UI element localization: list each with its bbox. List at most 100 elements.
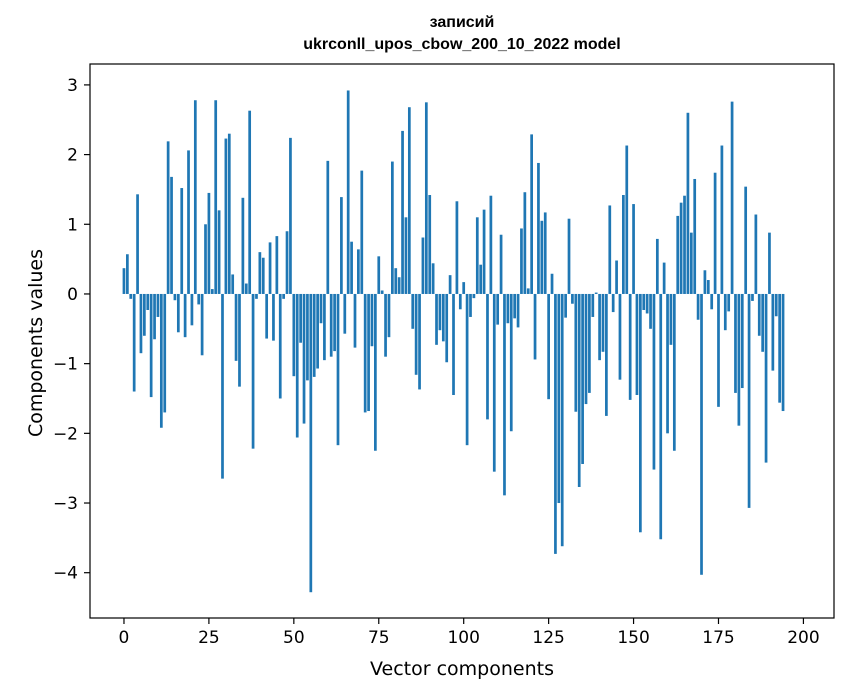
- bar: [703, 270, 707, 294]
- bar: [295, 293, 299, 438]
- bar: [326, 160, 330, 294]
- bar: [455, 201, 459, 294]
- bar: [655, 238, 659, 294]
- bar: [537, 162, 540, 294]
- bar: [163, 293, 167, 413]
- bar: [622, 195, 625, 294]
- bar: [227, 133, 231, 294]
- bar: [496, 293, 500, 325]
- bar: [336, 293, 340, 446]
- bar: [472, 293, 476, 299]
- bar: [723, 293, 727, 331]
- bar: [431, 263, 435, 294]
- bar: [302, 293, 306, 424]
- bar: [357, 249, 360, 294]
- bar: [238, 293, 241, 387]
- bar: [312, 293, 316, 377]
- bar: [581, 293, 584, 464]
- bar: [486, 293, 489, 420]
- bar: [720, 145, 724, 294]
- bar: [475, 217, 479, 294]
- x-tick-label: 0: [119, 628, 130, 648]
- plot-frame: [89, 63, 835, 619]
- bar: [591, 293, 595, 317]
- bar: [526, 288, 530, 294]
- x-tick-label: 200: [787, 628, 819, 648]
- bar: [584, 293, 588, 405]
- bar: [567, 218, 571, 294]
- bar: [547, 293, 550, 400]
- bar: [136, 194, 139, 294]
- bar: [180, 188, 184, 294]
- bar: [190, 293, 194, 326]
- bar: [360, 170, 364, 294]
- x-tick-label: 75: [368, 628, 390, 648]
- bar: [771, 293, 775, 371]
- y-tick-label: −3: [53, 494, 78, 514]
- bar: [268, 242, 272, 294]
- bar: [737, 293, 741, 426]
- bar: [744, 186, 748, 294]
- bar: [424, 102, 428, 294]
- y-tick-label: −4: [53, 564, 78, 584]
- bar: [397, 277, 401, 294]
- bar: [275, 236, 279, 294]
- bar: [170, 176, 173, 294]
- bar: [363, 293, 367, 413]
- bar: [173, 293, 177, 301]
- bar: [367, 293, 370, 412]
- bar: [747, 293, 751, 508]
- bar: [153, 293, 156, 340]
- bar: [465, 293, 469, 446]
- bar: [560, 293, 564, 547]
- bar: [401, 130, 404, 294]
- bar: [329, 293, 333, 357]
- bar: [210, 289, 214, 294]
- bar: [265, 293, 269, 339]
- bar: [696, 293, 700, 320]
- bar: [166, 141, 170, 294]
- bar: [588, 293, 591, 393]
- bar: [479, 264, 483, 294]
- bar: [176, 293, 180, 333]
- bar: [261, 257, 265, 294]
- bar: [214, 100, 218, 294]
- bar: [768, 232, 771, 294]
- bar: [441, 293, 445, 342]
- bar: [778, 293, 781, 403]
- bar: [706, 280, 710, 294]
- bar: [333, 293, 336, 352]
- bar: [574, 293, 578, 412]
- bar: [676, 215, 680, 294]
- bar: [122, 268, 126, 294]
- bar: [217, 210, 221, 294]
- bar: [642, 293, 646, 310]
- bar: [761, 293, 765, 352]
- bar: [299, 293, 302, 343]
- bar: [193, 100, 197, 294]
- bar: [319, 293, 323, 324]
- bar: [394, 268, 398, 294]
- x-tick-label: 25: [198, 628, 220, 648]
- y-axis-label: Components values: [25, 248, 47, 438]
- bar: [598, 293, 601, 361]
- x-tick-label: 50: [283, 628, 305, 648]
- bar: [625, 145, 629, 294]
- bar: [594, 292, 598, 294]
- bar: [234, 293, 238, 361]
- bar: [445, 293, 449, 363]
- bar: [316, 293, 319, 369]
- bar: [285, 231, 289, 294]
- bar: [662, 262, 666, 294]
- bar: [251, 293, 255, 449]
- bar: [717, 293, 720, 407]
- bar: [306, 293, 309, 381]
- bar: [197, 293, 201, 305]
- bar: [710, 293, 714, 310]
- bar: [689, 232, 693, 294]
- bar: [516, 293, 520, 328]
- bar: [377, 256, 381, 294]
- bar: [482, 209, 486, 294]
- bar: [679, 202, 683, 294]
